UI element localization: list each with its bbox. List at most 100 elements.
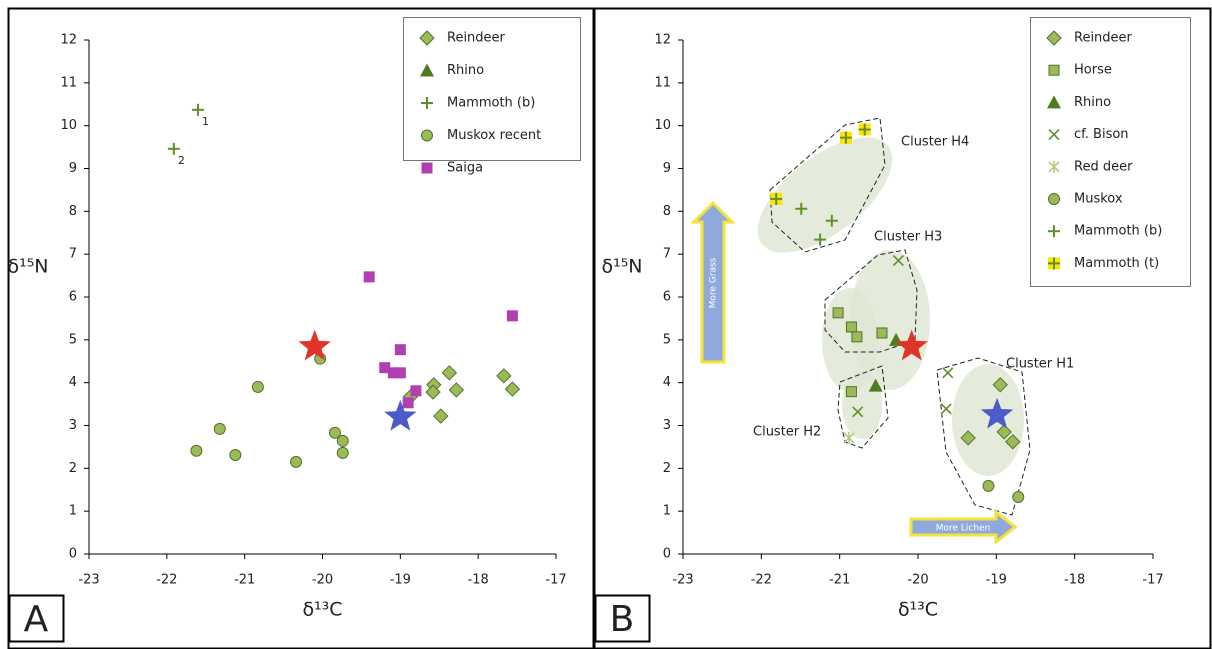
y-tick-label: 10 [654, 118, 671, 133]
marker [877, 328, 887, 338]
x-tick-label: -19 [390, 573, 411, 588]
marker [364, 272, 374, 282]
marker [252, 381, 263, 392]
marker [337, 435, 348, 446]
square [422, 163, 432, 173]
y-tick-label: 1 [69, 504, 77, 519]
marker [422, 130, 433, 141]
circle [422, 130, 433, 141]
marker [411, 386, 421, 396]
marker [395, 368, 405, 378]
annotation: Cluster H4 [901, 135, 969, 150]
circle [291, 456, 302, 467]
x-tick-label: -18 [1064, 573, 1085, 588]
y-tick-label: 7 [663, 247, 671, 262]
square [395, 368, 405, 378]
y-tick-label: 9 [69, 161, 77, 176]
panel-label: B [610, 599, 635, 640]
y-tick-label: 12 [654, 33, 671, 48]
marker [291, 456, 302, 467]
x-tick-label: -21 [829, 573, 850, 588]
marker [214, 423, 225, 434]
square [852, 332, 862, 342]
y-tick-label: 10 [60, 118, 77, 133]
legend-label: Reindeer [1074, 31, 1133, 46]
y-tick-label: 1 [663, 504, 671, 519]
legend-label: Horse [1074, 63, 1112, 78]
circle [337, 447, 348, 458]
square [395, 345, 405, 355]
y-tick-label: 5 [663, 332, 671, 347]
circle [214, 423, 225, 434]
y-tick-label: 5 [69, 332, 77, 347]
y-tick-label: 4 [69, 375, 77, 390]
marker [852, 332, 862, 342]
marker [943, 368, 953, 378]
diamond [434, 409, 448, 423]
marker [846, 322, 856, 332]
marker [191, 445, 202, 456]
legend-label: Rhino [1074, 95, 1111, 110]
circle [983, 480, 994, 491]
square [833, 308, 843, 318]
square [846, 387, 856, 397]
marker [395, 345, 405, 355]
x-axis-label: δ¹³C [898, 599, 938, 621]
legend-label: Muskox [1074, 192, 1123, 207]
marker [844, 432, 854, 444]
legend-label: Mammoth (b) [1074, 224, 1162, 239]
annotation: More Lichen [936, 524, 991, 534]
legend-label: Mammoth (b) [447, 96, 535, 111]
circle [337, 435, 348, 446]
marker [1013, 492, 1024, 503]
marker [403, 398, 413, 408]
legend-label: Reindeer [447, 31, 506, 46]
x-tick-label: -18 [468, 573, 489, 588]
y-tick-label: 8 [663, 204, 671, 219]
y-tick-label: 11 [654, 75, 671, 90]
marker [449, 383, 463, 397]
y-tick-label: 2 [69, 461, 77, 476]
annotation: Cluster H3 [874, 230, 942, 245]
y-tick-label: 0 [663, 547, 671, 562]
legend-box [1031, 18, 1191, 287]
circle [1049, 194, 1060, 205]
x-tick-label: -22 [156, 573, 177, 588]
y-tick-label: 9 [663, 161, 671, 176]
marker [337, 447, 348, 458]
x-tick-label: -20 [312, 573, 333, 588]
legend-label: Saiga [447, 161, 483, 176]
diamond [449, 383, 463, 397]
y-tick-label: 8 [69, 204, 77, 219]
legend-label: Red deer [1074, 159, 1133, 174]
marker [840, 132, 852, 144]
x-tick-label: -23 [78, 573, 99, 588]
cluster-hulls [694, 116, 1030, 542]
y-tick-label: 11 [60, 75, 77, 90]
y-axis-label: δ¹⁵N [7, 256, 48, 278]
marker [846, 387, 856, 397]
square [846, 322, 856, 332]
x-tick-label: -22 [751, 573, 772, 588]
legend-label: cf. Bison [1074, 127, 1129, 142]
legend-label: Mammoth (t) [1074, 256, 1159, 271]
circle [1013, 492, 1024, 503]
point-label: 2 [178, 154, 185, 167]
figure: 0123456789101112-23-22-21-20-19-18-17δ¹³… [0, 0, 1212, 649]
circle [230, 450, 241, 461]
legend-label: Muskox recent [447, 128, 541, 143]
diamond [442, 366, 456, 380]
marker [1049, 194, 1060, 205]
annotation: Cluster H1 [1006, 357, 1074, 372]
marker [422, 163, 432, 173]
y-tick-label: 4 [663, 375, 671, 390]
y-tick-label: 3 [663, 418, 671, 433]
x-tick-label: -17 [1142, 573, 1163, 588]
annotation: More Grass [709, 257, 719, 308]
square [364, 272, 374, 282]
square [877, 328, 887, 338]
marker [770, 193, 782, 205]
marker [507, 311, 517, 321]
diamond [497, 369, 511, 383]
square [411, 386, 421, 396]
